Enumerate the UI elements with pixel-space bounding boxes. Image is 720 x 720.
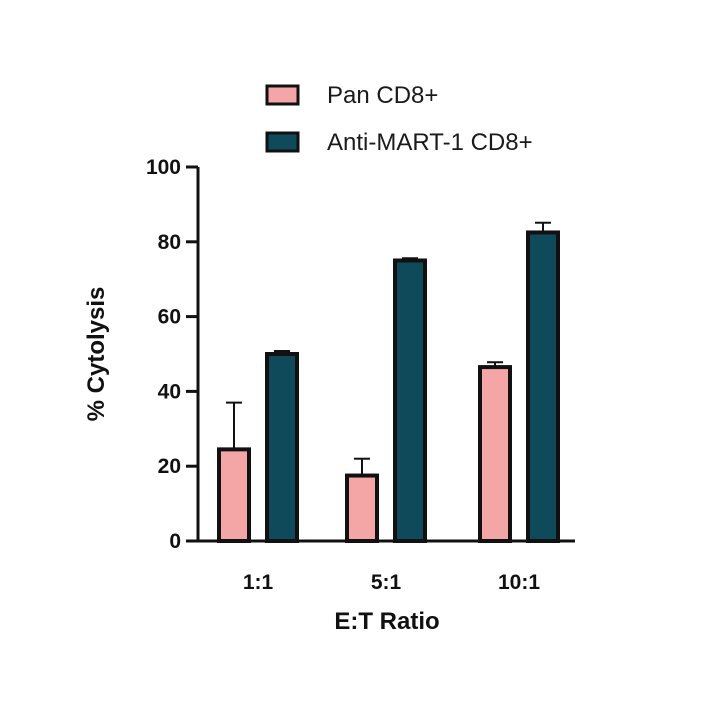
y-tick-label-20: 20 bbox=[158, 455, 181, 478]
bar-pan-cd8-1 bbox=[345, 473, 379, 543]
y-tick-label-0: 0 bbox=[169, 530, 181, 553]
bar-pan-cd8-2 bbox=[478, 365, 512, 543]
y-tick-label-40: 40 bbox=[158, 380, 181, 403]
legend-label-1: Anti-MART-1 CD8+ bbox=[327, 129, 533, 156]
x-tick-label-1: 5:1 bbox=[371, 571, 402, 594]
bar-pan-cd8-0 bbox=[217, 447, 251, 543]
y-tick-label-100: 100 bbox=[146, 156, 181, 179]
legend-swatch-1 bbox=[265, 131, 300, 153]
x-tick-label-2: 10:1 bbox=[498, 571, 540, 594]
bars-group bbox=[217, 221, 560, 543]
legend-swatch-0 bbox=[265, 84, 300, 106]
axes-group: 0 20 40 60 80 100 1:1 5:1 10:1 bbox=[146, 156, 575, 594]
y-tick-label-60: 60 bbox=[158, 306, 181, 329]
x-tick-label-0: 1:1 bbox=[243, 571, 274, 594]
bar-anti-mart1-cd8-1 bbox=[393, 258, 427, 543]
y-tick-label-80: 80 bbox=[158, 231, 181, 254]
bar-anti-mart1-cd8-0 bbox=[265, 352, 299, 543]
bar-anti-mart1-cd8-2 bbox=[526, 230, 560, 543]
legend-label-0: Pan CD8+ bbox=[327, 82, 438, 109]
x-axis-title: E:T Ratio bbox=[334, 608, 439, 635]
y-axis-title: % Cytolysis bbox=[83, 287, 110, 422]
legend: Pan CD8+ Anti-MART-1 CD8+ bbox=[265, 82, 533, 156]
